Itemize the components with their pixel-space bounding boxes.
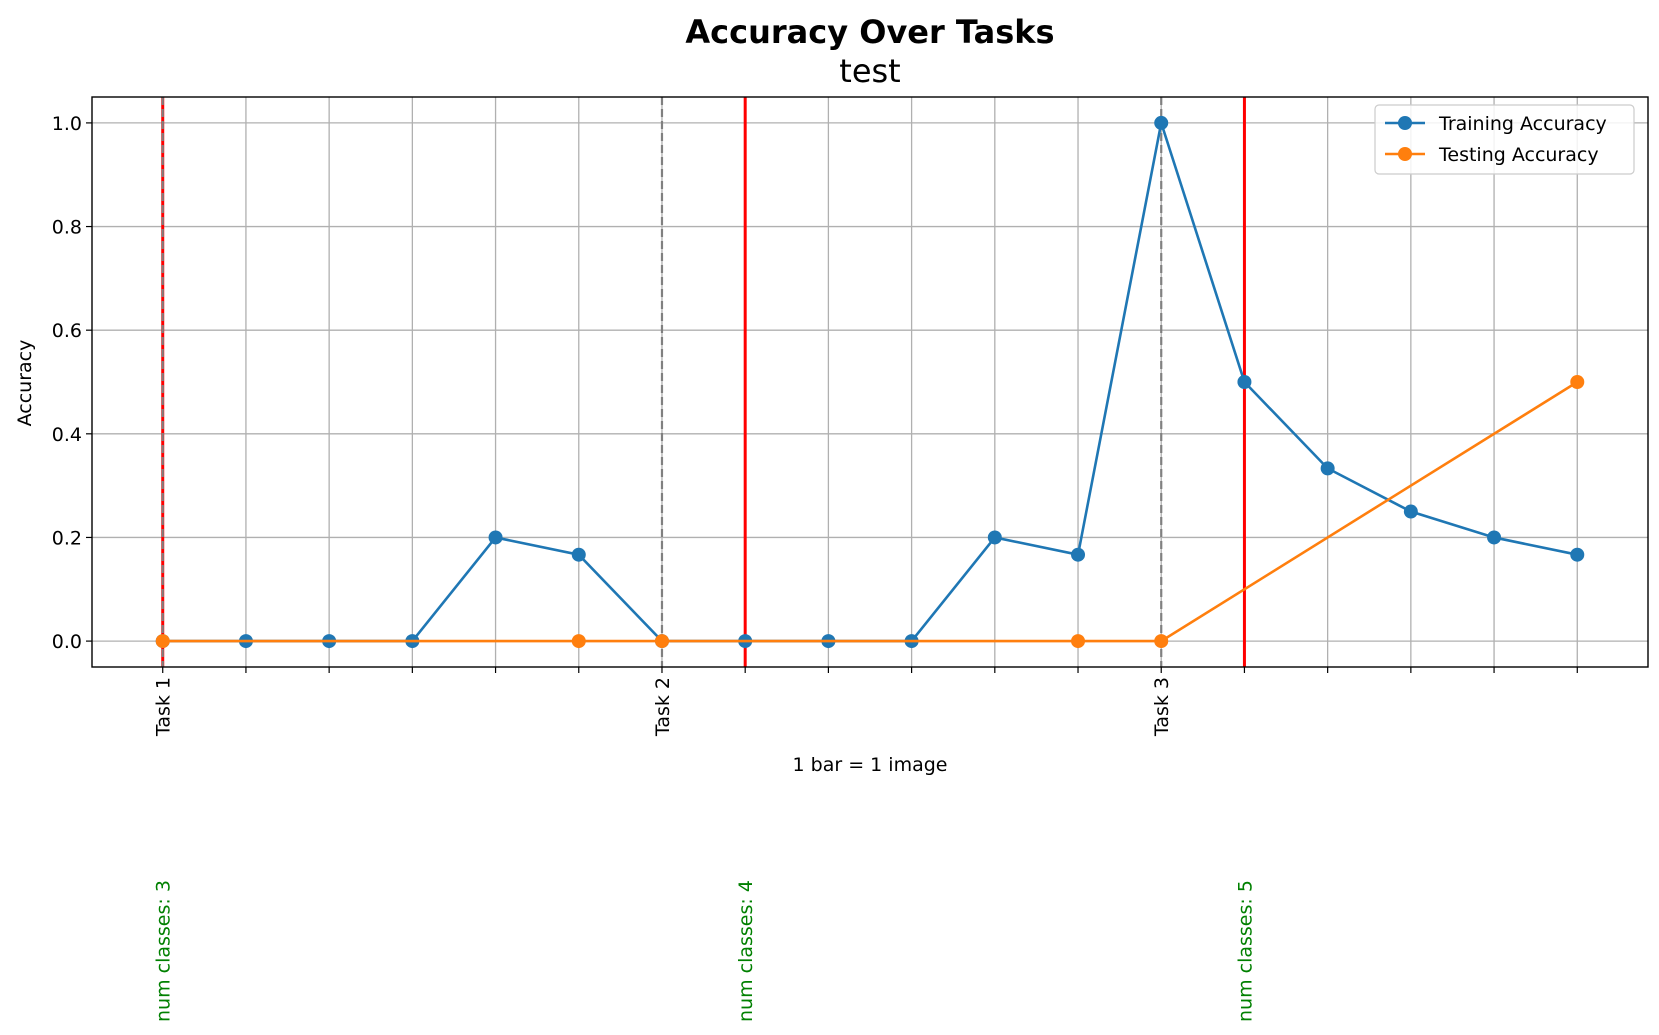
- data-point: [1154, 115, 1169, 130]
- x-tick-label: Task 1: [153, 677, 175, 737]
- x-axis: Task 1 Task 2 Task 3: [153, 667, 1578, 737]
- plot-frame: [91, 96, 1649, 668]
- data-point: [1570, 547, 1585, 562]
- data-point: [1071, 547, 1086, 562]
- y-tick-label: 0.8: [52, 217, 82, 239]
- annotations: num classes: 3 num classes: 4 num classes:…: [153, 880, 1257, 1022]
- y-tick-label: 0.2: [52, 527, 82, 549]
- y-tick-label: 0.6: [52, 320, 82, 342]
- data-point: [1071, 634, 1086, 649]
- chart-subtitle: test: [839, 52, 900, 90]
- y-axis: 0.0 0.2 0.4 0.6 0.8 1.0: [52, 113, 92, 653]
- data-point: [571, 634, 586, 649]
- grid: [92, 97, 1648, 667]
- legend: Training Accuracy Testing Accuracy: [1374, 104, 1635, 175]
- data-point: [1570, 375, 1585, 389]
- x-axis-label: 1 bar = 1 image: [793, 754, 948, 776]
- data-point: [987, 530, 1002, 545]
- series-layer: [155, 115, 1585, 649]
- y-tick-label: 0.0: [52, 631, 82, 653]
- data-point: [654, 634, 669, 649]
- chart-title: Accuracy Over Tasks: [685, 13, 1054, 51]
- data-point: [1154, 634, 1169, 649]
- legend-marker: [1398, 116, 1412, 130]
- class-count-annotation: num classes: 3: [153, 880, 175, 1022]
- legend-label: Testing Accuracy: [1438, 144, 1599, 166]
- data-point: [488, 530, 503, 545]
- data-point: [1487, 530, 1502, 545]
- series-line: [162, 380, 1578, 643]
- data-point: [155, 634, 170, 649]
- x-tick-label: Task 2: [652, 677, 674, 737]
- legend-label: Training Accuracy: [1438, 113, 1607, 135]
- y-tick-label: 1.0: [52, 113, 82, 135]
- class-count-annotation: num classes: 5: [1234, 880, 1256, 1022]
- x-tick-label: Task 3: [1151, 677, 1173, 737]
- legend-box: [1374, 104, 1635, 175]
- data-point: [1237, 375, 1252, 389]
- data-point: [1403, 504, 1418, 519]
- series-testing-accuracy: [155, 375, 1585, 649]
- class-count-annotation: num classes: 4: [735, 880, 757, 1022]
- data-point: [1320, 461, 1335, 476]
- y-tick-label: 0.4: [52, 424, 82, 446]
- y-axis-label: Accuracy: [14, 340, 36, 427]
- legend-marker: [1398, 147, 1412, 161]
- data-point: [571, 547, 586, 562]
